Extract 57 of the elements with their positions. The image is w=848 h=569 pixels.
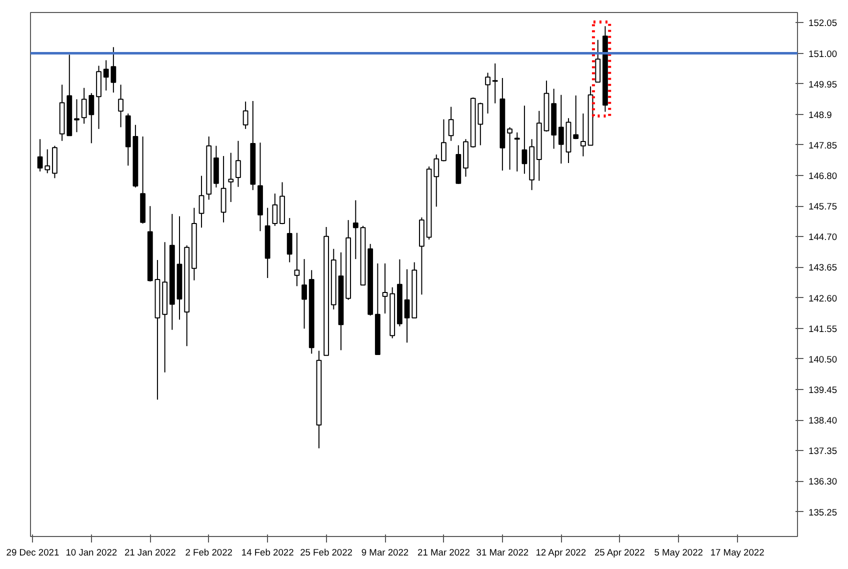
x-tick-label: 31 Mar 2022 xyxy=(476,548,529,558)
candlestick xyxy=(507,126,512,170)
candlestick xyxy=(558,94,564,164)
x-tick-label: 5 May 2022 xyxy=(654,548,703,558)
y-tick-label: 152.05 xyxy=(808,18,838,28)
candlestick xyxy=(522,105,528,174)
y-tick-label: 137.35 xyxy=(808,446,838,456)
x-tick-label: 29 Dec 2021 xyxy=(6,548,60,558)
candlestick xyxy=(485,72,490,114)
candlestick xyxy=(74,98,80,133)
candlestick xyxy=(352,200,358,260)
candlestick xyxy=(272,193,278,226)
candlestick xyxy=(302,258,307,330)
x-tick-label: 17 May 2022 xyxy=(710,548,764,558)
x-tick-label: 2 Feb 2022 xyxy=(185,548,232,558)
candlestick xyxy=(573,94,579,140)
candlestick xyxy=(220,156,226,223)
y-tick-label: 147.85 xyxy=(808,140,838,150)
candlestick xyxy=(236,140,241,188)
y-tick-label: 146.80 xyxy=(808,171,838,182)
y-tick-label: 145.75 xyxy=(808,202,838,212)
x-tick-label: 14 Feb 2022 xyxy=(241,548,294,558)
y-tick-label: 151.00 xyxy=(808,48,838,59)
candlestick xyxy=(492,62,498,104)
candlestick xyxy=(286,218,292,263)
y-tick-label: 144.70 xyxy=(808,232,838,242)
candlestick xyxy=(118,84,124,128)
candlestick xyxy=(228,152,234,203)
x-tick-label: 21 Mar 2022 xyxy=(418,548,470,558)
y-tick-label: 136.30 xyxy=(808,476,838,487)
y-tick-label: 149.95 xyxy=(808,79,838,90)
x-tick-label: 25 Feb 2022 xyxy=(300,548,352,558)
candlestick xyxy=(382,262,388,314)
y-tick-label: 148.9 xyxy=(808,110,832,120)
candlestick xyxy=(448,106,454,142)
y-tick-label: 139.45 xyxy=(808,384,838,395)
y-tick-label: 143.65 xyxy=(808,262,838,273)
x-tick-label: 25 Apr 2022 xyxy=(594,548,645,558)
candlestick xyxy=(595,39,601,83)
candlestick xyxy=(434,154,440,208)
candlestick xyxy=(404,268,410,344)
y-tick-label: 142.60 xyxy=(808,293,838,304)
x-tick-label: 10 Jan 2022 xyxy=(66,548,118,558)
y-tick-label: 140.50 xyxy=(808,354,838,364)
y-tick-label: 135.25 xyxy=(808,507,838,518)
candlestick xyxy=(37,138,43,172)
x-tick-label: 21 Jan 2022 xyxy=(124,548,176,558)
candlestick xyxy=(44,148,50,174)
candlestick xyxy=(198,175,204,228)
candlestick xyxy=(294,232,300,287)
candlestick xyxy=(242,101,248,130)
x-tick-label: 9 Mar 2022 xyxy=(361,548,409,558)
y-tick-label: 141.55 xyxy=(808,324,838,334)
candlestick xyxy=(441,118,446,162)
x-tick-label: 12 Apr 2022 xyxy=(536,548,586,558)
y-tick-label: 138.40 xyxy=(808,416,838,426)
candlestick xyxy=(580,113,586,157)
